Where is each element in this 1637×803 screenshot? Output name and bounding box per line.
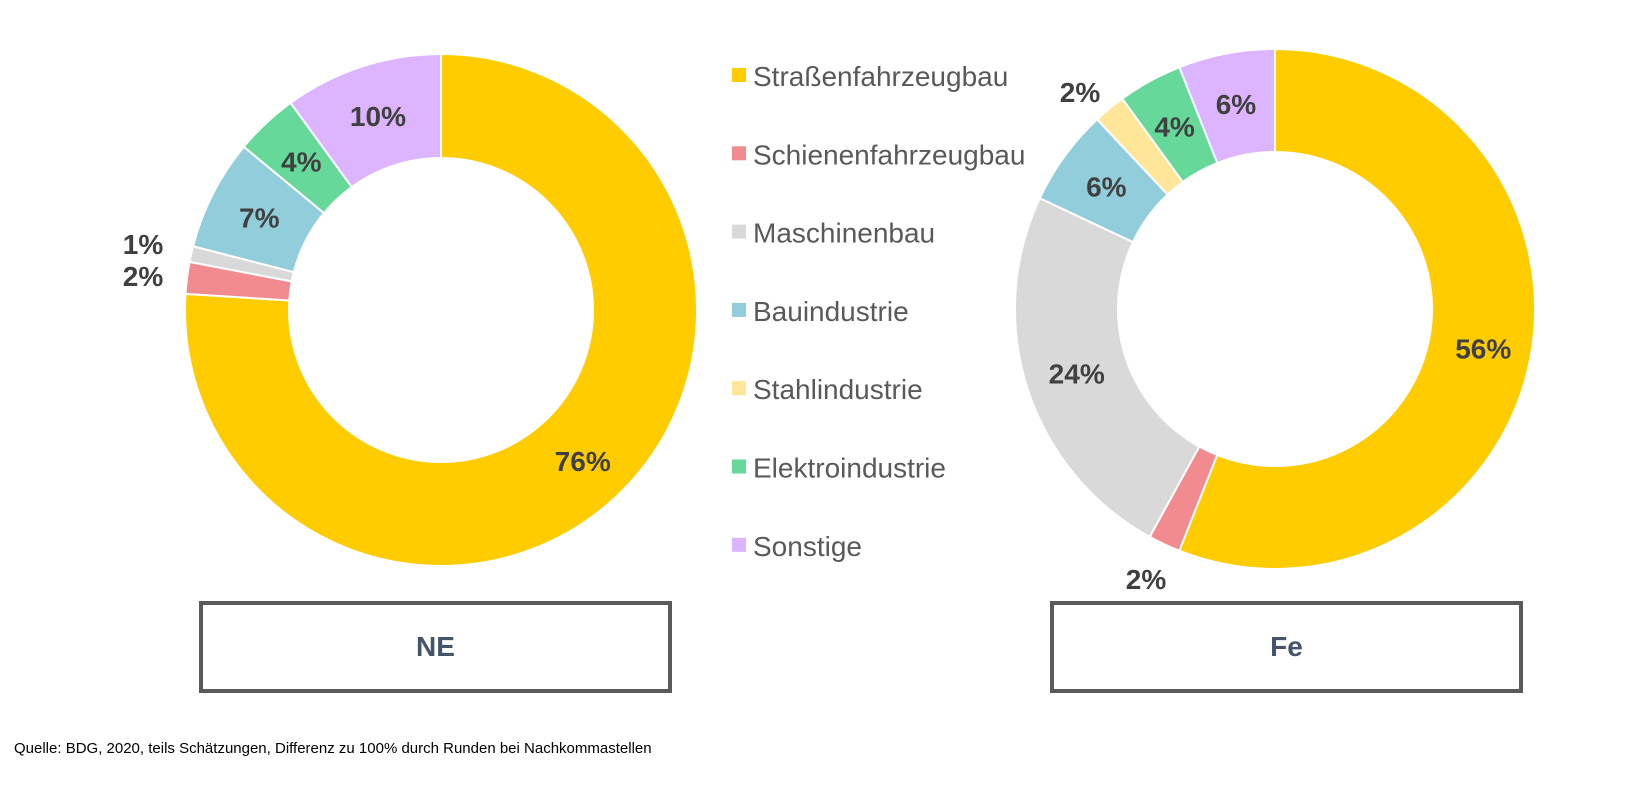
chart-title-fe: Fe	[1050, 601, 1523, 693]
legend-swatch	[732, 381, 746, 396]
slice-fe-elektroindustrie	[1120, 65, 1219, 184]
data-label-ne-bauindustrie: 7%	[239, 202, 280, 233]
legend-label: Bauindustrie	[753, 296, 909, 327]
slice-ne-elektroindustrie	[242, 101, 354, 215]
data-label-fe-schienenfahrzeugbau: 2%	[1126, 564, 1167, 595]
slice-fe-strassenfahrzeugbau	[1177, 47, 1536, 570]
slice-ne-bauindustrie	[191, 145, 326, 274]
data-label-fe-stahlindustrie: 2%	[1060, 77, 1101, 108]
legend-swatch	[732, 459, 746, 474]
slice-fe-maschinenbau	[1014, 196, 1201, 539]
data-label-ne-maschinenbau: 1%	[123, 229, 164, 260]
legend-label: Elektroindustrie	[753, 453, 946, 484]
source-note: Quelle: BDG, 2020, teils Schätzungen, Di…	[14, 740, 652, 757]
legend: Straßenfahrzeugbau Schienenfahrzeugbau Mas…	[732, 61, 1025, 562]
data-label-fe-elektroindustrie: 4%	[1154, 111, 1195, 142]
data-label-ne-schienenfahrzeugbau: 2%	[123, 261, 164, 292]
slice-ne-strassenfahrzeugbau	[184, 52, 698, 567]
legend-swatch	[732, 302, 746, 317]
slice-ne-schienenfahrzeugbau	[184, 260, 293, 302]
data-label-fe-bauindustrie: 6%	[1086, 171, 1127, 202]
legend-label: Sonstige	[753, 531, 862, 562]
donut-chart-fe: 56% 6% 4% 2% 6% 24% 2%	[1014, 47, 1536, 595]
data-label-ne-strassenfahrzeugbau: 76%	[555, 446, 611, 477]
legend-label: Straßenfahrzeugbau	[753, 61, 1008, 92]
slice-fe-sonstige	[1177, 47, 1276, 165]
data-label-fe-strassenfahrzeugbau: 56%	[1455, 334, 1511, 365]
slice-fe-stahlindustrie	[1095, 97, 1185, 196]
legend-swatch	[732, 537, 746, 552]
donut-chart-ne: 76% 10% 4%7% 1%2%	[123, 52, 698, 567]
legend-label: Schienenfahrzeugbau	[753, 139, 1025, 170]
data-label-fe-maschinenbau: 24%	[1049, 358, 1105, 389]
legend-swatch	[732, 146, 746, 161]
data-label-ne-elektroindustrie: 4%	[281, 146, 322, 177]
legend-label: Stahlindustrie	[753, 374, 923, 405]
slice-fe-bauindustrie	[1038, 118, 1169, 244]
slice-fe-schienenfahrzeugbau	[1148, 445, 1219, 553]
legend-swatch	[732, 68, 746, 82]
legend-swatch	[732, 224, 746, 239]
data-label-fe-sonstige: 6%	[1216, 89, 1257, 120]
data-label-ne-sonstige: 10%	[350, 101, 406, 132]
legend-label: Maschinenbau	[753, 218, 935, 249]
chart-title-ne: NE	[199, 601, 672, 693]
